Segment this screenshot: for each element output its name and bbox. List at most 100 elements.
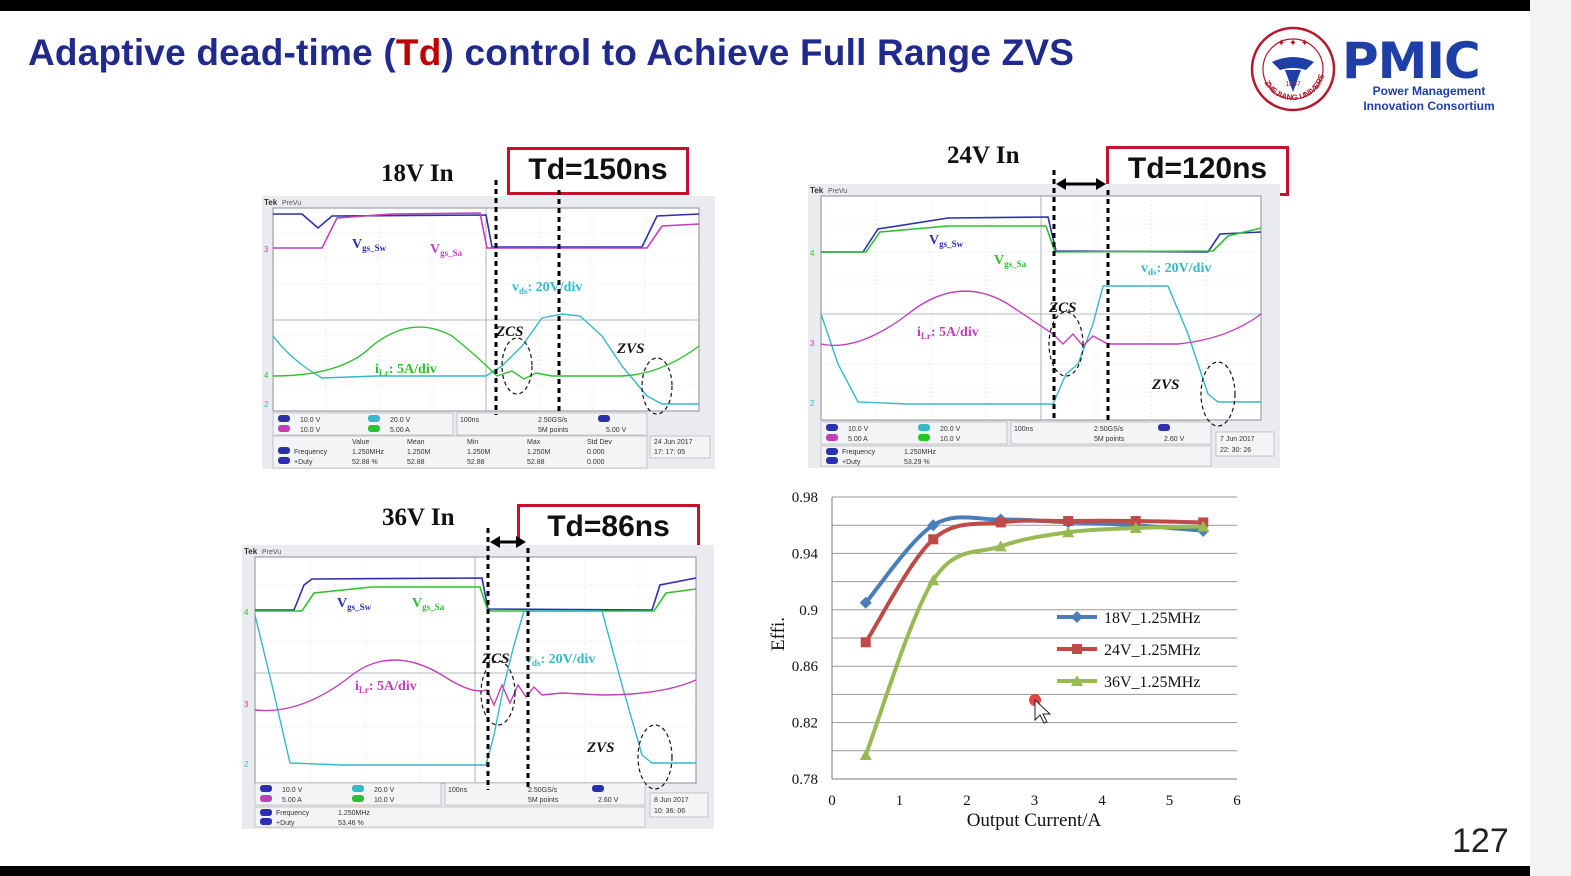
chart-legend-label: 36V_1.25MHz bbox=[1104, 674, 1200, 691]
chart-x-tick-label: 5 bbox=[1166, 793, 1174, 809]
title-highlight: Td bbox=[395, 32, 442, 73]
scope3-zvs-label: ZVS bbox=[586, 740, 615, 756]
svg-text:53.29 %: 53.29 % bbox=[904, 459, 930, 466]
svg-text:53.46 %: 53.46 % bbox=[338, 820, 364, 827]
svg-text:5.00 A: 5.00 A bbox=[282, 797, 302, 804]
svg-text:10.0 V: 10.0 V bbox=[300, 417, 321, 424]
svg-text:1.250M: 1.250M bbox=[407, 449, 431, 456]
svg-text:100ns: 100ns bbox=[1014, 426, 1034, 433]
svg-text:20.0 V: 20.0 V bbox=[374, 787, 395, 794]
svg-text:+Duty: +Duty bbox=[842, 459, 861, 466]
scope1-label-vds: vds: 20V/div bbox=[512, 280, 582, 296]
svg-text:1.250MHz: 1.250MHz bbox=[904, 449, 936, 456]
scope1-oscilloscope: Tek PreVu 3 4 2 Vgs_Sw Vgs_Sa vds: 20V/d… bbox=[262, 196, 715, 469]
svg-text:5M points: 5M points bbox=[1094, 436, 1125, 443]
scope1-trace-ilr bbox=[272, 326, 700, 380]
title-prefix: Adaptive dead-time ( bbox=[28, 32, 396, 73]
scope3-status: 10.0 V 20.0 V 5.00 A 10.0 V 100ns 2.50GS… bbox=[254, 782, 709, 828]
svg-text:17: 17: 05: 17: 17: 05 bbox=[654, 449, 685, 456]
scope2-zcs-label: ZCS bbox=[1048, 300, 1077, 316]
svg-text:3: 3 bbox=[244, 700, 249, 709]
scope2-label-vds: vds: 20V/div bbox=[1141, 261, 1211, 277]
scope2-label-vgs-sw: Vgs_Sw bbox=[929, 233, 964, 249]
svg-text:20.0 V: 20.0 V bbox=[390, 417, 411, 424]
svg-text:5M points: 5M points bbox=[528, 797, 559, 804]
svg-text:20.0 V: 20.0 V bbox=[940, 426, 961, 433]
svg-text:+Duty: +Duty bbox=[294, 459, 313, 466]
svg-text:10.0 V: 10.0 V bbox=[848, 426, 869, 433]
scope1-trace-vgs-sw bbox=[273, 213, 700, 248]
svg-text:2: 2 bbox=[810, 399, 815, 408]
scope1-trace-vgs-sa bbox=[273, 212, 700, 249]
chart-data-point bbox=[859, 596, 872, 609]
chart-x-tick-label: 4 bbox=[1098, 793, 1106, 809]
pmic-subtitle: Power Management Innovation Consortium bbox=[1354, 84, 1504, 114]
scope3-label-vgs-sw: Vgs_Sw bbox=[337, 596, 372, 612]
chart-x-tick-label: 3 bbox=[1031, 793, 1039, 809]
chart-data-point bbox=[1062, 526, 1075, 538]
chart-x-tick-label: 6 bbox=[1233, 793, 1241, 809]
chart-y-tick-label: 0.98 bbox=[792, 490, 818, 506]
scope2-label-ilr: iLr: 5A/div bbox=[917, 325, 979, 341]
chart-data-point bbox=[1197, 520, 1210, 532]
scope3-oscilloscope: Tek PreVu 4 3 2 Vgs_Sw Vgs_Sa vds: 20V/d… bbox=[242, 545, 714, 829]
chart-data-point bbox=[994, 540, 1007, 552]
svg-text:1.250M: 1.250M bbox=[467, 449, 491, 456]
svg-text:52.88 %: 52.88 % bbox=[352, 459, 378, 466]
scope1-td-box: Td=150ns bbox=[507, 147, 689, 195]
svg-text:Min: Min bbox=[467, 439, 478, 446]
chart-y-tick-label: 0.94 bbox=[792, 546, 819, 562]
svg-text:10.0 V: 10.0 V bbox=[300, 427, 321, 434]
scope1-zcs-label: ZCS bbox=[495, 324, 524, 340]
svg-text:24 Jun 2017: 24 Jun 2017 bbox=[654, 439, 693, 446]
svg-text:Frequency: Frequency bbox=[294, 449, 328, 456]
scope2-title: 24V In bbox=[947, 142, 1020, 169]
svg-text:5.00 V: 5.00 V bbox=[606, 427, 627, 434]
pmic-sub-line1: Power Management bbox=[1372, 84, 1486, 98]
chart-data-point bbox=[1063, 515, 1074, 526]
svg-text:4: 4 bbox=[244, 608, 249, 617]
svg-text:10.0 V: 10.0 V bbox=[940, 436, 961, 443]
svg-text:+Duty: +Duty bbox=[276, 820, 295, 827]
scope1-trace-vds bbox=[272, 313, 699, 405]
slide-title: Adaptive dead-time (Td) control to Achie… bbox=[28, 32, 1074, 74]
chart-data-point bbox=[1130, 515, 1141, 526]
seal-year: 1897 bbox=[1285, 81, 1301, 88]
svg-text:4: 4 bbox=[810, 249, 815, 258]
svg-text:0.000: 0.000 bbox=[587, 459, 605, 466]
scope1-ch3-marker: 3 bbox=[264, 245, 269, 254]
scope1-brand: Tek bbox=[264, 198, 278, 207]
chart-x-tick-label: 2 bbox=[963, 793, 971, 809]
chart-data-point bbox=[1129, 522, 1142, 534]
scope1-ch2-marker: 2 bbox=[264, 400, 269, 409]
svg-text:100ns: 100ns bbox=[460, 417, 480, 424]
scope3-brand: Tek bbox=[244, 547, 258, 556]
chart-x-tick-label: 0 bbox=[828, 793, 836, 809]
chart-legend-marker bbox=[1071, 611, 1083, 623]
scope1-mode: PreVu bbox=[282, 200, 301, 207]
scope1-status: 10.0 V 20.0 V 10.0 V 5.00 A 100ns 2.50GS… bbox=[272, 412, 711, 469]
svg-text:Frequency: Frequency bbox=[842, 449, 876, 456]
scope1-zvs-ellipse bbox=[641, 357, 673, 415]
chart-x-tick-label: 1 bbox=[896, 793, 904, 809]
svg-text:Frequency: Frequency bbox=[276, 810, 310, 817]
svg-text:5.00 A: 5.00 A bbox=[848, 436, 868, 443]
scope3-screen bbox=[254, 556, 697, 784]
scope3-label-ilr: iLr: 5A/div bbox=[355, 679, 417, 695]
svg-text:5.00 A: 5.00 A bbox=[390, 427, 410, 434]
chart-data-point bbox=[860, 637, 871, 648]
svg-text:2.60 V: 2.60 V bbox=[598, 797, 619, 804]
scope1-label-vgs-sw: Vgs_Sw bbox=[352, 237, 387, 253]
chart-legend-label: 24V_1.25MHz bbox=[1104, 642, 1200, 659]
svg-text:✦ ✦ ✦: ✦ ✦ ✦ bbox=[1277, 38, 1309, 49]
mouse-cursor bbox=[1029, 694, 1052, 724]
right-margin bbox=[1530, 0, 1571, 876]
scope1-zcs-ellipse bbox=[501, 337, 533, 395]
chart-data-point bbox=[928, 534, 939, 545]
svg-text:2.50GS/s: 2.50GS/s bbox=[1094, 426, 1124, 433]
chart-legend-label: 18V_1.25MHz bbox=[1104, 610, 1200, 627]
chart-legend-marker bbox=[1071, 675, 1083, 686]
logo: 1897 ZHEJIANG UNIVERSITY ✦ ✦ ✦ PMIC Powe… bbox=[1250, 26, 1510, 116]
